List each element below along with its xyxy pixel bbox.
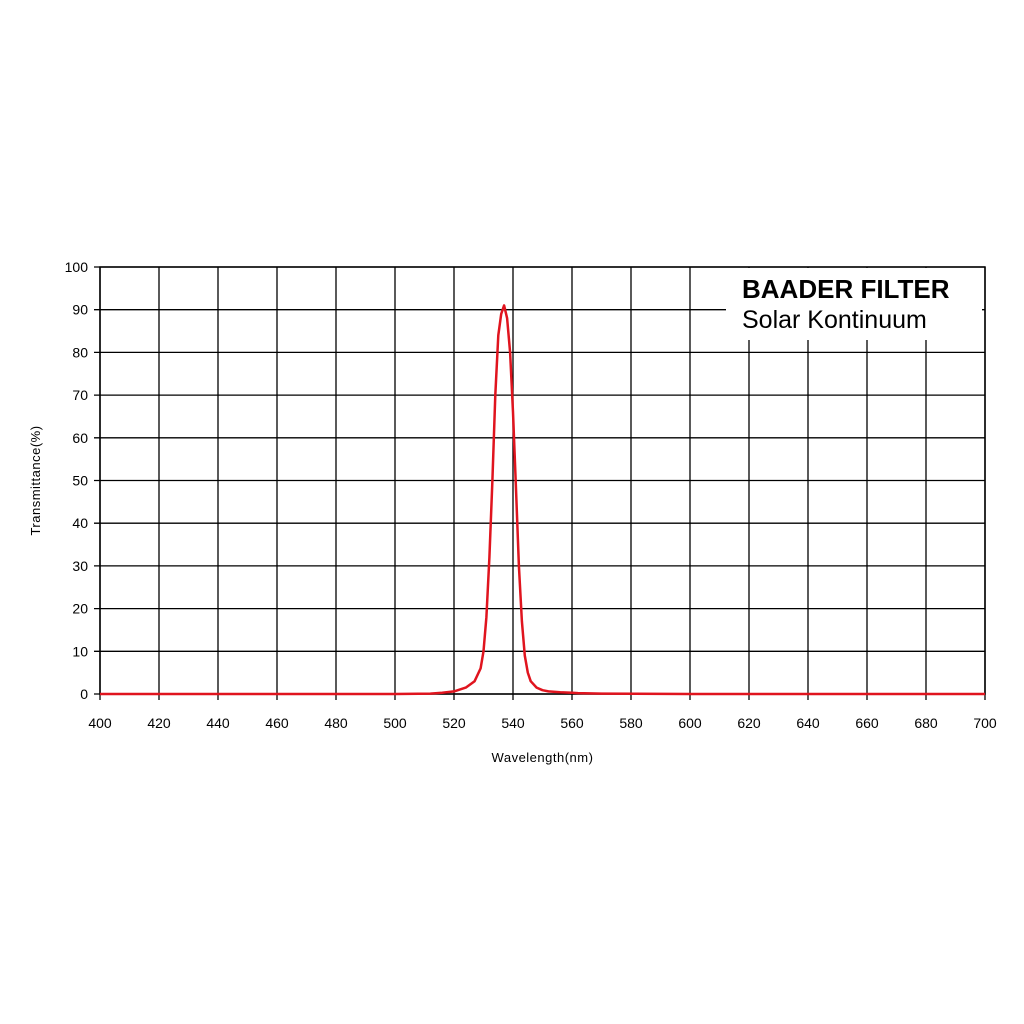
y-tick-label: 30: [72, 558, 88, 574]
y-tick-label: 80: [72, 344, 88, 360]
y-tick-label: 70: [72, 387, 88, 403]
x-tick-label: 600: [678, 715, 702, 731]
x-tick-label: 700: [973, 715, 997, 731]
x-tick-labels: 400 420 440 460 480 500 520 540 560 580 600 620 640 6…: [88, 715, 997, 731]
legend: BAADER FILTER Solar Kontinuum: [726, 268, 982, 340]
y-tick-label: 50: [72, 473, 88, 489]
x-tick-label: 480: [324, 715, 348, 731]
legend-title: BAADER FILTER: [742, 274, 950, 304]
y-tick-labels: 0 10 20 30 40 50 60 70 80 90 100: [65, 259, 89, 702]
x-tick-label: 420: [147, 715, 171, 731]
plot-frame: [99, 266, 986, 695]
y-axis-label: Transmittance(%): [28, 425, 43, 535]
x-tick-label: 460: [265, 715, 289, 731]
y-tick-label: 100: [65, 259, 89, 275]
x-tick-label: 520: [442, 715, 466, 731]
y-tick-label: 90: [72, 302, 88, 318]
x-tick-label: 660: [855, 715, 879, 731]
x-tick-label: 440: [206, 715, 230, 731]
x-tick-label: 560: [560, 715, 584, 731]
x-tick-label: 400: [88, 715, 112, 731]
x-axis-label: Wavelength(nm): [492, 750, 594, 765]
x-tick-label: 540: [501, 715, 525, 731]
transmittance-curve: [100, 304, 985, 696]
y-tick-label: 20: [72, 601, 88, 617]
x-tick-label: 680: [914, 715, 938, 731]
y-tick-label: 10: [72, 643, 88, 659]
x-tick-label: 580: [619, 715, 643, 731]
y-tick-label: 40: [72, 515, 88, 531]
x-tick-label: 620: [737, 715, 761, 731]
legend-subtitle: Solar Kontinuum: [742, 306, 927, 334]
y-tick-label: 60: [72, 430, 88, 446]
y-tick-label: 0: [80, 686, 88, 702]
x-tick-label: 640: [796, 715, 820, 731]
x-tick-label: 500: [383, 715, 407, 731]
